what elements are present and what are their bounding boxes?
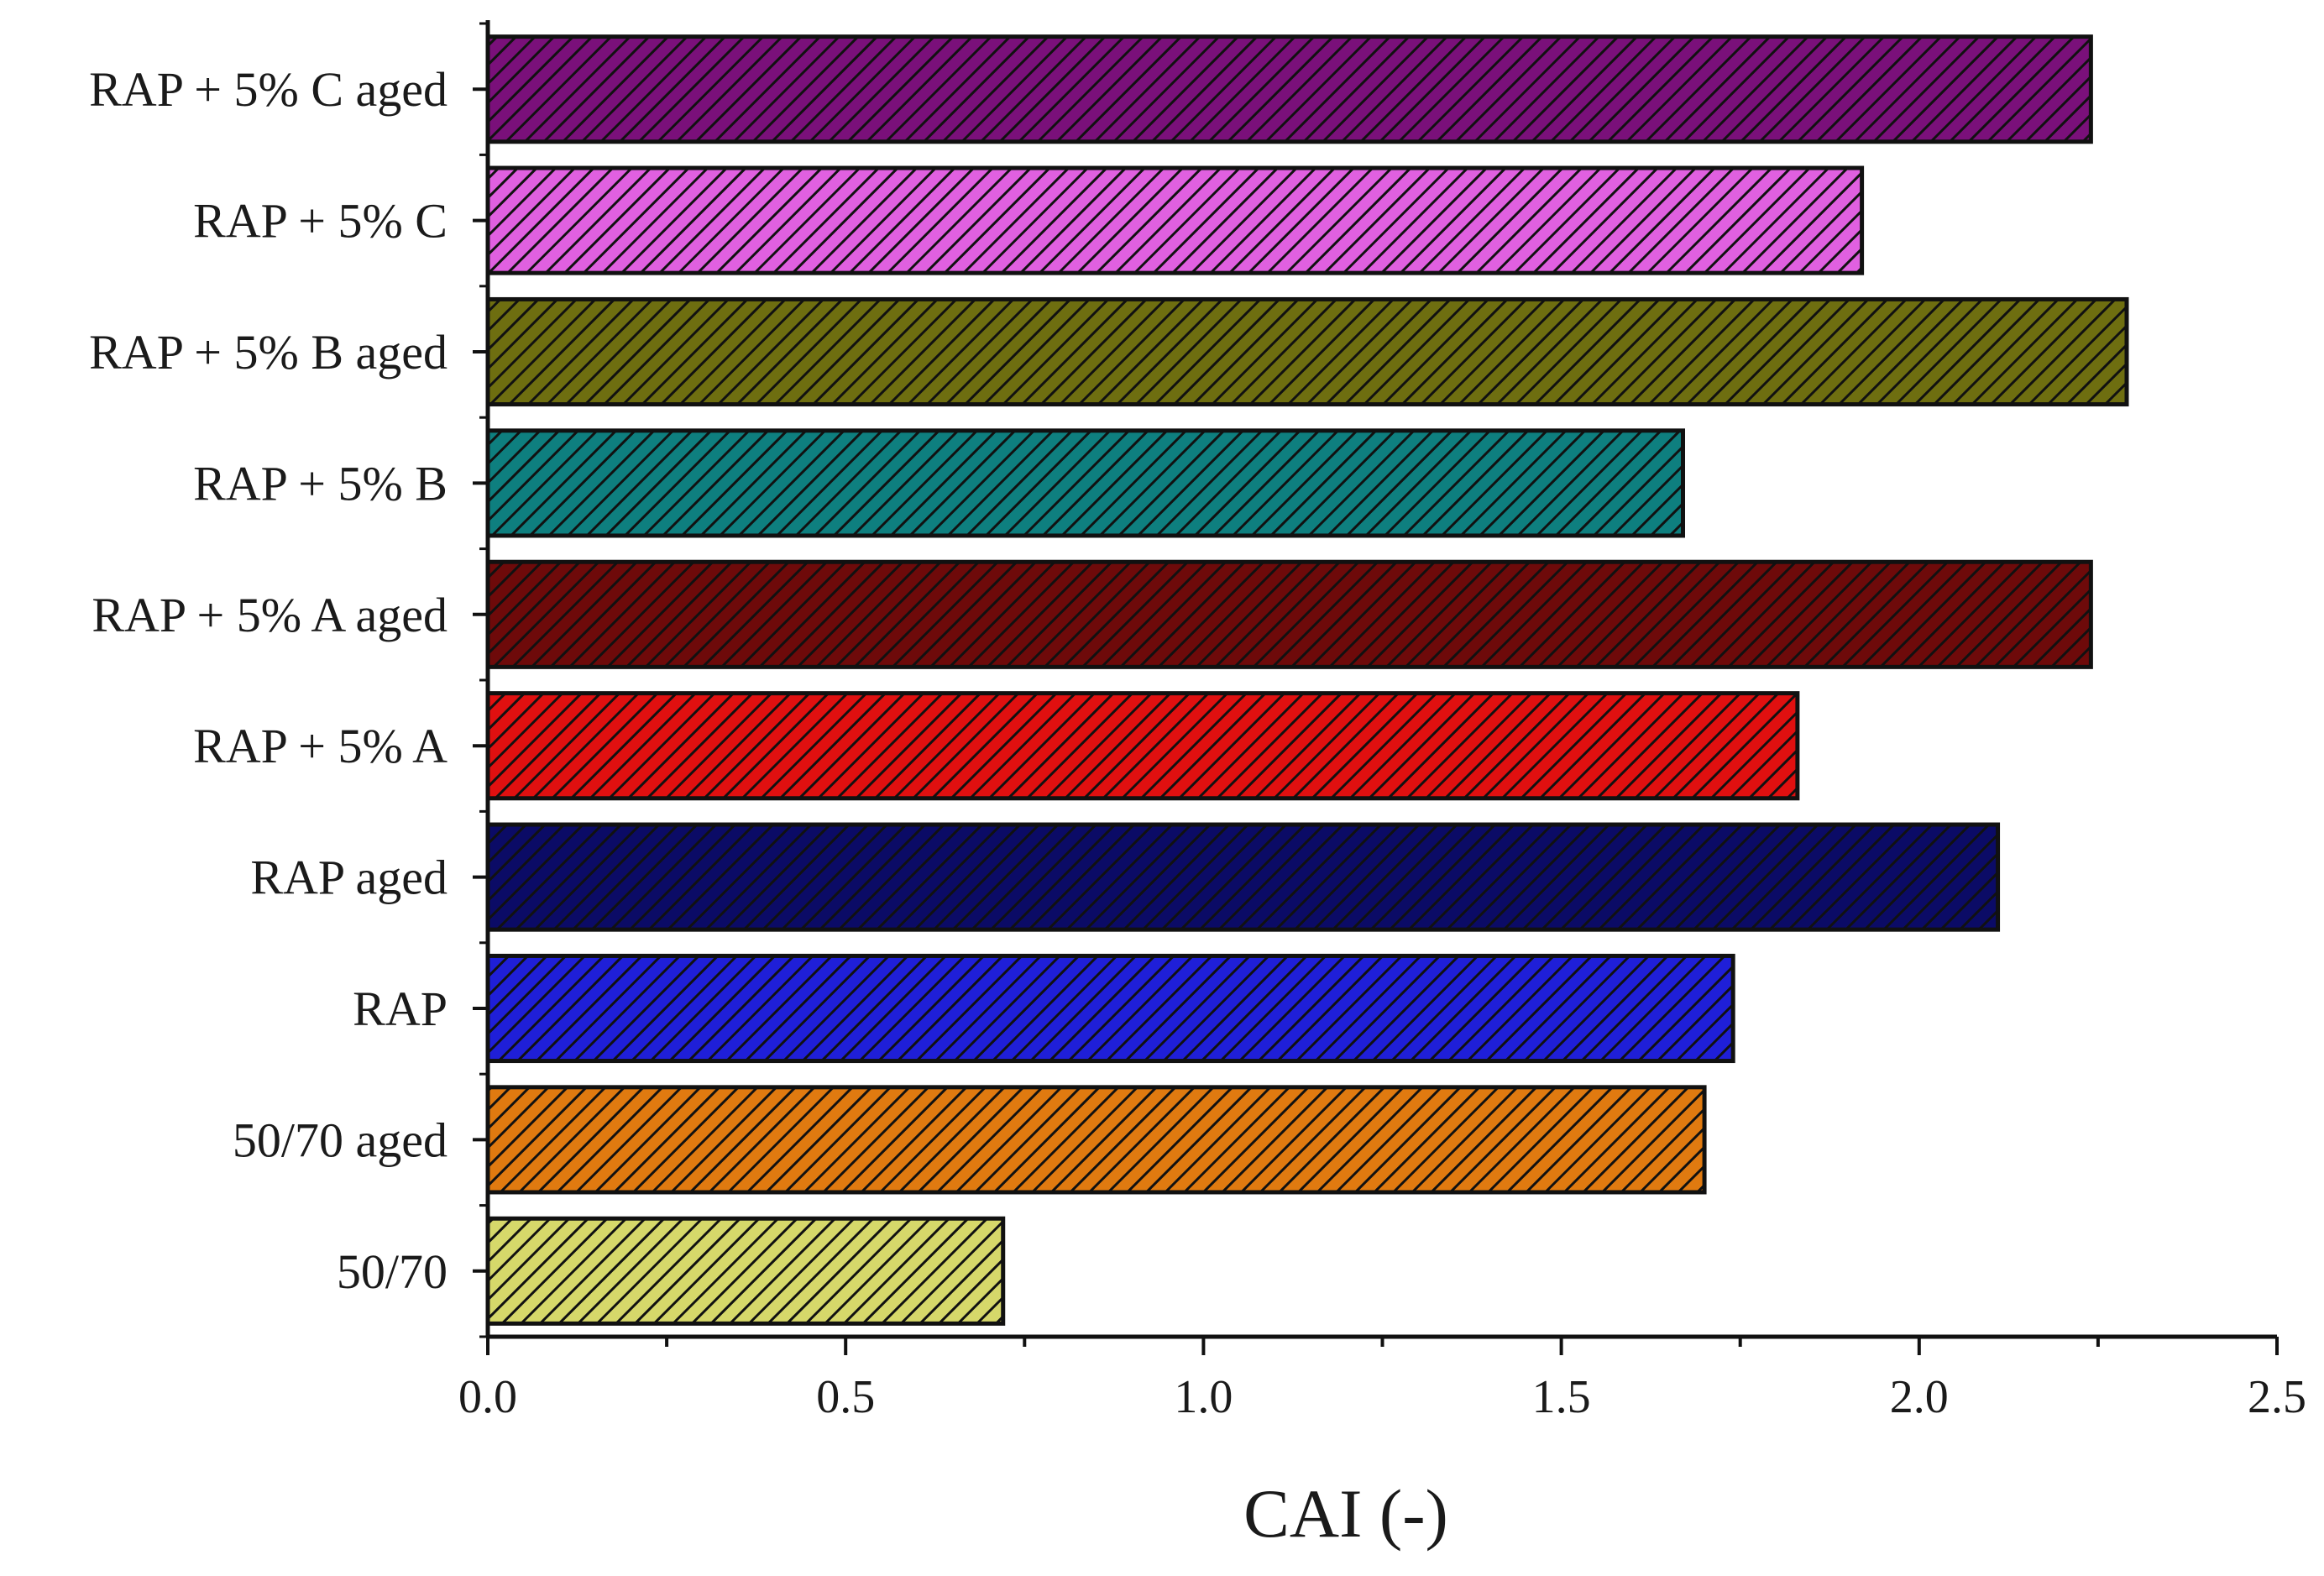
bars-group [485, 34, 2129, 1326]
bar [485, 34, 2093, 144]
category-label: RAP aged [250, 851, 448, 905]
category-label: 50/70 [337, 1244, 448, 1299]
category-label: RAP + 5% A [193, 719, 448, 773]
bar [485, 691, 1800, 801]
category-label: 50/70 aged [233, 1113, 448, 1167]
bar [485, 165, 1865, 275]
axes-group [473, 20, 2279, 1355]
x-tick-label: 1.5 [1532, 1371, 1591, 1423]
bar [485, 296, 2129, 407]
bar [485, 1216, 1006, 1326]
bar [485, 428, 1686, 538]
labels-group: 50/70 50/70 aged RAP RAP aged RAP + 5% A RAP … [89, 62, 2306, 1423]
bar [485, 822, 2001, 932]
x-axis-title: CAI (-) [1243, 1475, 1448, 1552]
x-tick-label: 0.0 [458, 1371, 517, 1423]
category-label: RAP + 5% B [193, 456, 448, 510]
x-tick-label: 2.5 [2248, 1371, 2306, 1423]
bar [485, 1085, 1707, 1195]
category-label: RAP + 5% A aged [92, 588, 448, 642]
x-tick-label: 1.0 [1174, 1371, 1233, 1423]
category-label: RAP + 5% B aged [89, 325, 448, 380]
x-tick-label: 2.0 [1890, 1371, 1949, 1423]
category-label: RAP + 5% C [193, 194, 448, 249]
category-label: RAP [353, 982, 448, 1036]
x-tick-label: 0.5 [816, 1371, 875, 1423]
category-label: RAP + 5% C aged [89, 62, 448, 117]
bar [485, 953, 1735, 1064]
bar [485, 559, 2093, 669]
